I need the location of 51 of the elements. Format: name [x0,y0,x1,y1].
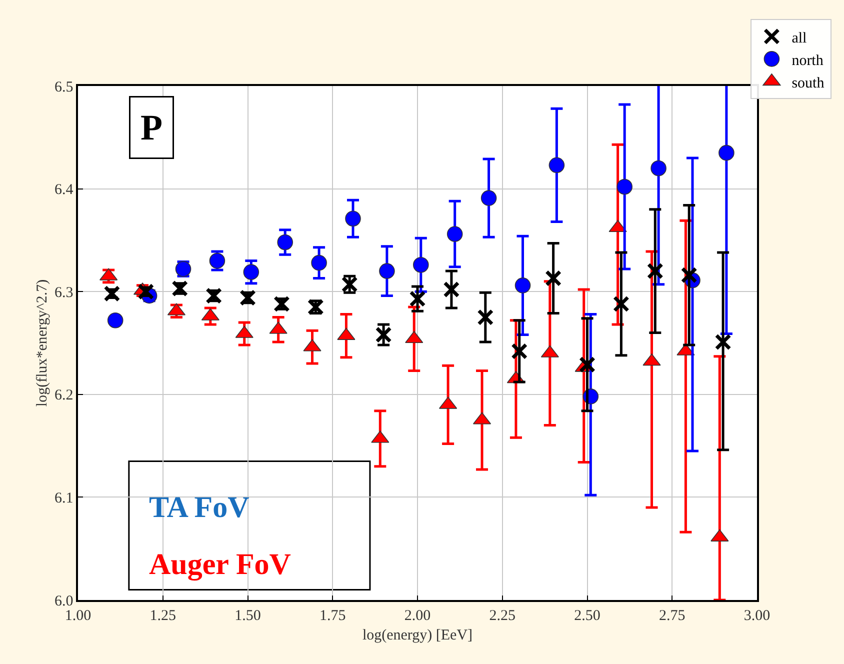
point [409,290,426,308]
point [680,266,698,284]
point [548,157,565,174]
y-tick-label: 6.5 [54,79,74,96]
legend-label: all [792,30,807,46]
x-tick-label: 3.00 [744,608,770,624]
point [612,296,630,312]
point [277,234,293,250]
point [545,270,562,286]
annotation: TA FoV [149,491,250,524]
point [243,264,260,280]
y-tick-label: 6.3 [54,284,74,301]
point [107,312,124,328]
legend-label: north [792,52,824,69]
point [579,356,596,373]
y-tick-label: 6.1 [54,490,74,506]
point [480,190,497,206]
x-tick-label: 1.75 [320,608,346,624]
point [511,342,528,360]
x-tick-label: 1.50 [234,608,261,624]
legend-label: south [792,75,825,92]
x-tick-label: 2.00 [404,608,431,624]
point [405,330,424,344]
point [718,144,734,161]
point [714,334,732,350]
point [104,285,120,302]
point [138,283,154,300]
y-tick-label: 6.2 [54,388,74,404]
x-tick-label: 2.25 [489,608,516,624]
point [514,278,531,294]
y-axis-title: log(flux*energy^2.7) [34,279,50,407]
point [345,210,361,227]
point [375,326,392,344]
x-tick-label: 1.00 [64,608,92,624]
point [443,281,460,298]
point [616,178,632,195]
x-tick-label: 2.75 [659,608,686,624]
y-tick-label: 6.0 [54,593,74,610]
annotation: Auger FoV [149,548,292,581]
point [650,160,666,176]
point [379,263,395,279]
point [646,262,664,280]
point [311,254,327,271]
point [446,226,463,242]
annotation: P [140,108,162,148]
x-tick-label: 2.50 [574,608,600,624]
y-tick-label: 6.4 [54,182,74,198]
x-axis-title: log(energy) [EeV] [362,627,473,644]
point [413,256,429,273]
x-tick-label: 1.25 [150,608,176,624]
point [477,309,494,326]
